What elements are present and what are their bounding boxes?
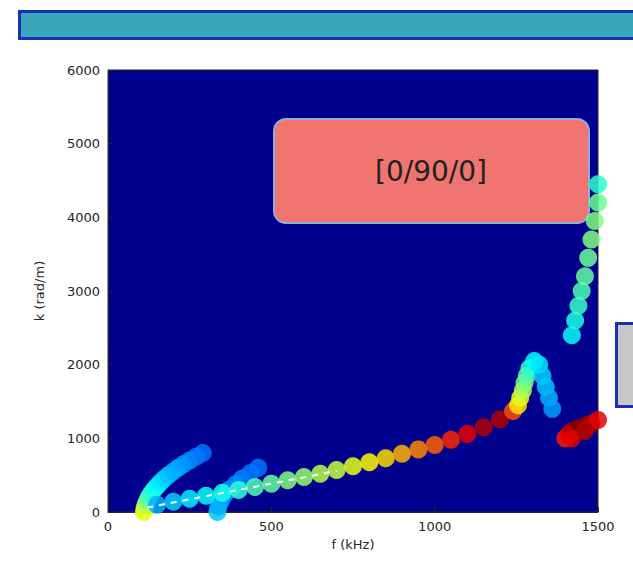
svg-text:1500: 1500 bbox=[581, 519, 614, 534]
svg-text:2000: 2000 bbox=[67, 357, 100, 372]
svg-text:1000: 1000 bbox=[418, 519, 451, 534]
svg-text:0: 0 bbox=[104, 519, 112, 534]
svg-text:4000: 4000 bbox=[67, 210, 100, 225]
svg-text:5000: 5000 bbox=[67, 136, 100, 151]
svg-text:k (rad/m): k (rad/m) bbox=[32, 261, 47, 321]
svg-text:500: 500 bbox=[259, 519, 284, 534]
svg-text:6000: 6000 bbox=[67, 63, 100, 78]
svg-text:0: 0 bbox=[92, 505, 100, 520]
svg-text:[0/90/0]: [0/90/0] bbox=[375, 155, 487, 188]
svg-text:1000: 1000 bbox=[67, 431, 100, 446]
svg-text:f (kHz): f (kHz) bbox=[332, 537, 375, 552]
svg-text:3000: 3000 bbox=[67, 284, 100, 299]
